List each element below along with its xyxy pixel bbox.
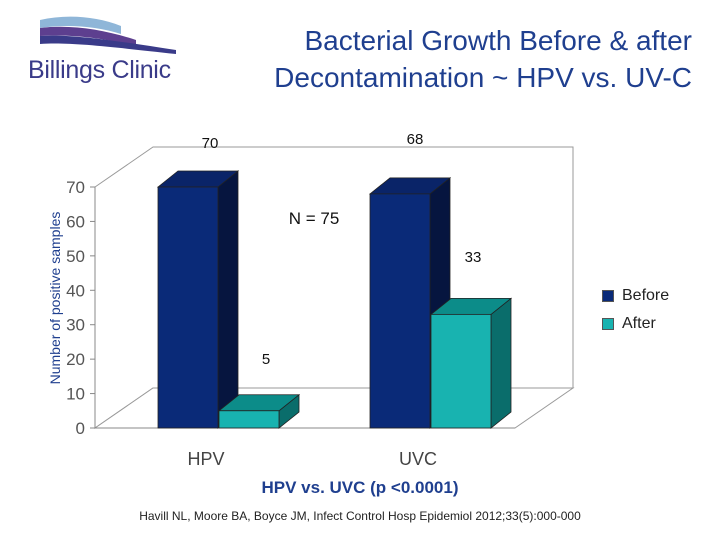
legend-item-before: Before [602, 282, 669, 310]
data-label: 33 [465, 249, 482, 266]
citation-text: Havill NL, Moore BA, Boyce JM, Infect Co… [139, 509, 581, 523]
legend-item-after: After [602, 310, 669, 338]
bar-uvc-after [430, 313, 492, 429]
bar-side-uvc-after [490, 297, 512, 429]
y-tick-label: 40 [66, 281, 85, 300]
y-tick-label: 20 [66, 350, 85, 369]
y-tick-label: 0 [76, 419, 85, 438]
bar-hpv-after [218, 410, 280, 429]
logo-text: Billings Clinic [28, 56, 171, 84]
legend-swatch-after [602, 318, 614, 330]
y-tick-label: 10 [66, 385, 85, 404]
page-title: Bacterial Growth Before & after Decontam… [274, 22, 692, 96]
y-tick-label: 50 [66, 247, 85, 266]
legend-swatch-before [602, 290, 614, 302]
y-tick-label: 60 [66, 212, 85, 231]
data-label: 68 [407, 131, 424, 148]
data-label: 70 [202, 135, 219, 152]
billings-clinic-logo: Billings Clinic [26, 14, 191, 94]
bar-hpv-before [157, 186, 219, 429]
chart-subtitle: HPV vs. UVC (p <0.0001) [261, 478, 459, 497]
y-tick-label: 30 [66, 316, 85, 335]
legend-label-after: After [622, 315, 656, 332]
bar-uvc-before [369, 193, 431, 429]
logo-swoosh-icon [40, 16, 176, 54]
x-tick-label: HPV [187, 449, 224, 469]
data-label: 5 [262, 351, 270, 368]
y-tick-label: 70 [66, 178, 85, 197]
title-line-2: Decontamination ~ HPV vs. UV-C [274, 62, 692, 93]
bar-side-hpv-before [217, 170, 239, 429]
chart-legend: Before After [602, 282, 669, 338]
sample-size-label: N = 75 [289, 209, 340, 228]
x-tick-label: UVC [399, 449, 437, 469]
y-axis-label: Number of positive samples [47, 211, 63, 385]
title-line-1: Bacterial Growth Before & after [304, 25, 692, 56]
legend-label-before: Before [622, 287, 670, 304]
